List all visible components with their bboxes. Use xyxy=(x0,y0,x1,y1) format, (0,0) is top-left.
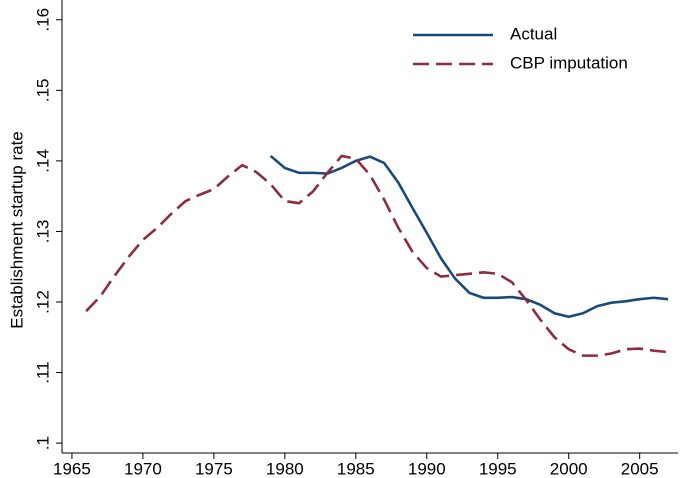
x-tick-label: 2000 xyxy=(550,459,588,478)
x-tick-label: 1995 xyxy=(479,459,517,478)
x-tick-label: 1990 xyxy=(408,459,446,478)
x-tick-label: 1975 xyxy=(195,459,233,478)
y-tick-label: .11 xyxy=(33,361,52,383)
legend-label: Actual xyxy=(510,24,557,43)
legend-label: CBP imputation xyxy=(510,53,628,72)
x-tick-label: 1980 xyxy=(266,459,304,478)
y-tick-label: .14 xyxy=(33,149,52,173)
x-tick-label: 1965 xyxy=(53,459,91,478)
x-tick-label: 2005 xyxy=(621,459,659,478)
y-tick-label: .16 xyxy=(33,8,52,32)
x-tick-label: 1985 xyxy=(337,459,375,478)
y-tick-label: .1 xyxy=(33,436,52,450)
y-tick-label: .13 xyxy=(33,220,52,244)
series-line xyxy=(85,154,669,357)
x-tick-label: 1970 xyxy=(124,459,162,478)
series-line xyxy=(269,154,669,319)
y-tick-label: .12 xyxy=(33,290,52,314)
y-tick-label: .15 xyxy=(33,78,52,102)
y-axis-label: Establishment startup rate xyxy=(7,131,26,328)
